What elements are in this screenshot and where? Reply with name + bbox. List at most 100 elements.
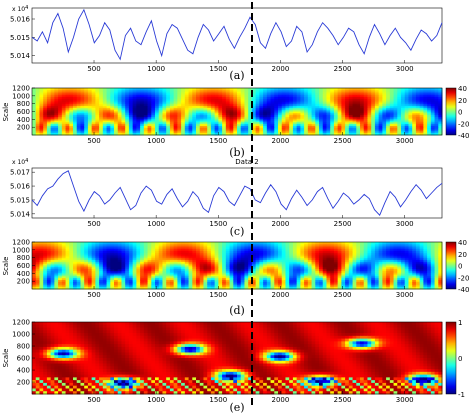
heatmap-cell [188,269,193,272]
heatmap-cell [218,260,223,263]
heatmap-cell [54,100,59,103]
heatmap-cell [270,107,275,111]
heatmap-cell [58,272,63,276]
heatmap-cell [360,91,365,94]
heatmap-cell [266,254,272,257]
heatmap-cell [106,249,111,252]
heatmap-cell [143,272,149,276]
heatmap-cell [348,104,354,107]
heatmap-cell [438,113,443,116]
heatmap-cell [207,93,212,96]
heatmap-cell [166,265,171,268]
heatmap-cell [87,98,93,102]
heatmap-cell [95,269,100,272]
heatmap-cell [371,115,376,118]
heatmap-cell [333,252,339,256]
heatmap-cell [311,249,316,252]
heatmap-cell [427,245,432,248]
heatmap-cell [412,242,417,245]
heatmap-cell [181,88,186,91]
heatmap-cell [196,93,201,96]
heatmap-cell [203,120,208,123]
heatmap-cell [251,111,257,114]
heatmap-cell [259,125,264,129]
heatmap-cell [125,254,130,257]
heatmap-cell [278,258,283,261]
heatmap-cell [58,124,63,127]
heatmap-cell [128,122,134,125]
heatmap-cell [408,116,413,120]
heatmap-cell [73,263,78,266]
heatmap-cell [196,125,201,129]
heatmap-cell [188,243,193,247]
heatmap-cell [196,118,201,122]
heatmap-cell [181,116,186,120]
heatmap-cell [143,131,149,134]
heatmap-cell [363,91,368,94]
heatmap-cell [106,252,111,256]
heatmap-cell [401,265,406,268]
heatmap-cell [69,249,74,252]
heatmap-cell [378,115,383,118]
heatmap-cell [140,247,145,250]
heatmap-cell [65,263,70,266]
heatmap-cell [341,95,346,98]
heatmap-cell [438,258,443,261]
heatmap-cell [401,247,406,250]
heatmap-cell [214,242,219,245]
heatmap-cell [225,265,231,268]
heatmap-cell [438,118,443,122]
heatmap-cell [337,270,342,274]
heatmap-cell [99,242,104,245]
heatmap-cell [233,252,238,256]
heatmap-cell [177,91,182,94]
heatmap-cell [300,258,305,261]
heatmap-cell [147,245,152,248]
heatmap-cell [199,102,204,105]
heatmap-cell [289,97,294,100]
heatmap-cell [32,91,37,94]
heatmap-cell [412,122,417,125]
heatmap-cell [296,254,301,257]
heatmap-cell [419,104,424,107]
heatmap-cell [166,95,171,98]
heatmap-cell [341,91,346,94]
heatmap-cell [35,95,40,98]
heatmap-cell [32,106,37,109]
heatmap-cell [222,116,227,120]
heatmap-cell [95,260,100,263]
heatmap-cell [43,91,48,94]
heatmap-cell [199,270,204,274]
heatmap-cell [304,109,309,112]
heatmap-cell [367,265,372,268]
heatmap-cell [192,98,197,102]
heatmap-cell [341,263,346,266]
heatmap-cell [315,252,320,256]
heatmap-cell [125,256,130,259]
heatmap-cell [84,124,89,127]
panel-c-signal-line [31,170,443,217]
heatmap-cell [181,125,186,129]
heatmap-cell [65,247,70,250]
heatmap-cell [233,265,238,268]
heatmap-cell [229,260,234,263]
heatmap-cell [99,98,104,102]
heatmap-cell [427,124,432,127]
heatmap-cell [199,93,204,96]
x-tick-label: 1000 [147,137,165,145]
heatmap-cell [292,106,298,109]
heatmap-cell [430,269,436,272]
heatmap-cell [307,102,313,105]
heatmap-cell [404,113,409,116]
heatmap-cell [274,89,279,93]
heatmap-cell [225,91,231,94]
heatmap-cell [289,249,294,252]
heatmap-cell [73,260,78,263]
heatmap-cell [229,109,234,112]
heatmap-cell [367,260,372,263]
heatmap-cell [147,249,152,252]
heatmap-cell [166,107,171,111]
heatmap-cell [218,91,223,94]
heatmap-cell [73,115,78,118]
heatmap-cell [136,113,141,116]
